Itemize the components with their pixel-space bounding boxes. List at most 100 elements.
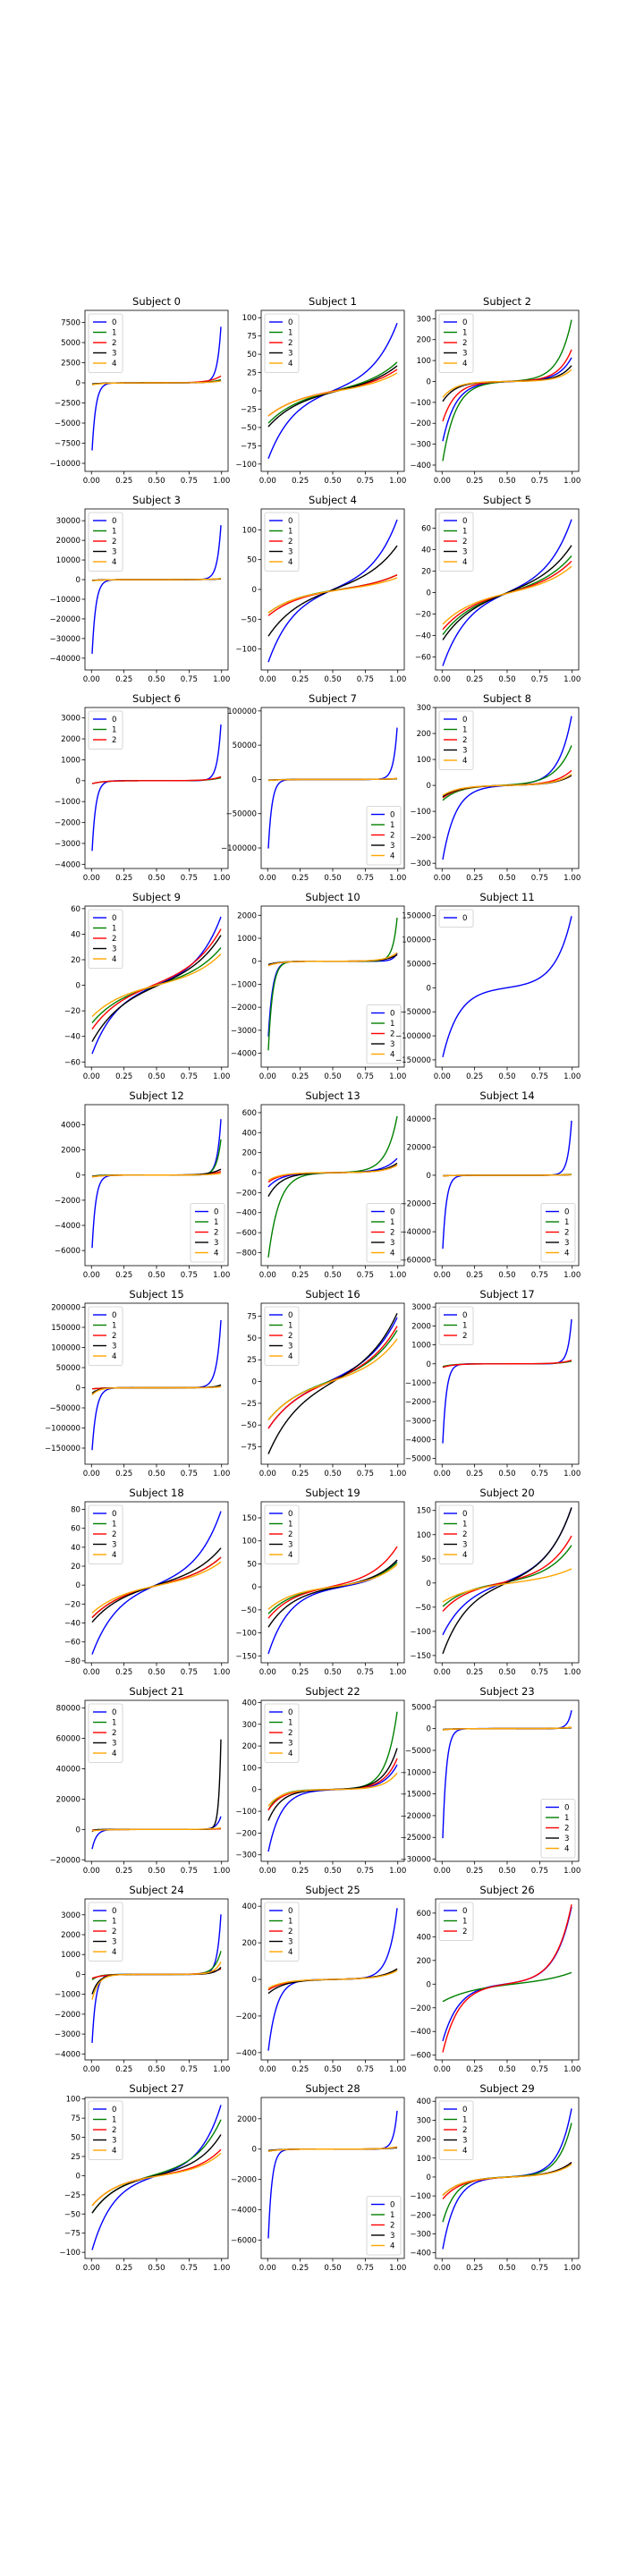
legend-label-1: 1 [112, 1918, 116, 1927]
y-tick-label: −60 [415, 654, 431, 663]
legend-label-4: 4 [462, 360, 467, 369]
subplot-12: Subject 12 0.00 0.25 0.50 0.75 1.00 −6000 −4000… [55, 1089, 230, 1280]
x-tick-label: 1.00 [389, 1072, 406, 1081]
legend-label-0: 0 [462, 517, 467, 526]
legend-label-1: 1 [462, 1521, 467, 1530]
y-tick-label: 2000 [61, 1931, 80, 1940]
x-tick-label: 0.50 [148, 1271, 165, 1280]
y-tick-label: 20 [71, 1563, 80, 1572]
series-group [442, 1318, 572, 1444]
legend: 0 12 34 [88, 313, 123, 373]
legend-label-4: 4 [112, 2147, 116, 2156]
y-tick-label: 0 [252, 775, 257, 784]
legend-box [190, 1203, 225, 1263]
y-tick-label: 0 [76, 576, 80, 585]
x-tick-label: 0.50 [498, 1271, 515, 1280]
legend-label-2: 2 [112, 339, 116, 348]
legend-label-2: 2 [112, 736, 116, 745]
y-tick-label: 150000 [51, 1324, 80, 1333]
legend-label-4: 4 [288, 1352, 292, 1361]
legend-label-1: 1 [112, 1719, 116, 1728]
y-tick-label: 0 [76, 1970, 80, 1979]
series-line-4 [442, 1174, 572, 1177]
y-tick-label: −100000 [221, 844, 257, 853]
y-tick-label: 0 [427, 1725, 431, 1734]
subplot-0: Subject 0 0.00 0.25 0.50 0.75 1.00 −10000 −7500… [49, 295, 230, 486]
y-tick-label: −50 [241, 1421, 257, 1430]
y-tick-label: 400 [417, 1933, 431, 1942]
series-line-3 [442, 2162, 572, 2196]
series-group [442, 1904, 572, 2053]
x-tick-label: 0.25 [292, 1867, 309, 1876]
y-tick-label: 150 [242, 1514, 257, 1523]
y-tick-label: −75 [241, 442, 257, 451]
y-tick-label: −4000 [55, 1222, 80, 1231]
x-tick-label: 0.50 [148, 874, 165, 883]
y-tick-label: 100 [417, 2155, 431, 2164]
subplot-9: Subject 9 0.00 0.25 0.50 0.75 1.00 −60 −40 −20 0 2… [64, 891, 230, 1081]
y-tick-label: 60000 [56, 1734, 80, 1743]
legend-label-3: 3 [390, 2232, 394, 2241]
subplot-title: Subject 11 [479, 891, 534, 903]
subplot-title: Subject 7 [309, 692, 357, 705]
y-tick-label: −25 [64, 2191, 80, 2200]
x-tick-label: 0.50 [324, 1470, 341, 1479]
legend-label-1: 1 [288, 1521, 292, 1530]
y-tick-label: 2000 [411, 1322, 431, 1331]
y-tick-label: 0 [252, 1378, 257, 1387]
subplot-title: Subject 17 [479, 1288, 534, 1301]
legend-label-4: 4 [112, 360, 116, 369]
legend-box [438, 512, 474, 572]
legend-label-4: 4 [564, 1250, 569, 1258]
y-tick-label: −200 [235, 2012, 257, 2021]
series-line-4 [91, 1827, 222, 1832]
y-tick-label: 10000 [56, 556, 80, 565]
series-group [267, 322, 398, 460]
y-tick-label: 2000 [61, 1147, 80, 1156]
series-group [442, 319, 572, 462]
x-tick-label: 0.00 [259, 2264, 276, 2273]
legend-label-0: 0 [288, 1708, 292, 1717]
x-tick-label: 0.00 [434, 1470, 451, 1479]
legend-box [366, 1004, 402, 1064]
y-tick-label: 3000 [411, 1303, 431, 1312]
y-tick-label: −25 [241, 405, 257, 414]
x-tick-label: 0.25 [466, 1072, 483, 1081]
series-group [267, 1546, 398, 1655]
x-tick-label: 0.25 [466, 2065, 483, 2074]
series-group [442, 519, 572, 666]
y-tick-label: 0 [252, 2146, 257, 2155]
x-tick-label: 1.00 [213, 675, 230, 684]
x-tick-label: 0.75 [357, 2065, 374, 2074]
y-tick-label: −100 [410, 399, 431, 408]
y-tick-label: 60 [421, 525, 431, 534]
legend-label-0: 0 [112, 1510, 116, 1519]
y-tick-label: −3000 [55, 2030, 80, 2039]
legend-label-4: 4 [112, 558, 116, 567]
x-tick-label: 0.75 [357, 1867, 374, 1876]
x-tick-label: 1.00 [564, 1867, 580, 1876]
legend-label-1: 1 [112, 2116, 116, 2125]
series-line-2 [91, 1556, 222, 1618]
x-tick-label: 0.00 [83, 2065, 100, 2074]
legend-label-2: 2 [462, 1530, 467, 1539]
legend-label-1: 1 [112, 1322, 116, 1331]
subplot-24: Subject 24 0.00 0.25 0.50 0.75 1.00 −4000 −3000… [55, 1884, 230, 2074]
y-tick-label: 5000 [61, 339, 80, 348]
x-tick-label: 0.00 [83, 675, 100, 684]
y-tick-label: −600 [235, 1229, 257, 1238]
series-line-1 [442, 1971, 572, 2003]
y-tick-label: 100 [242, 526, 257, 535]
x-tick-label: 1.00 [564, 675, 580, 684]
y-tick-label: −20000 [400, 1812, 431, 1821]
subplot-17: Subject 17 0.00 0.25 0.50 0.75 1.00 −5000 −4000… [405, 1288, 580, 1479]
legend-label-4: 4 [462, 558, 467, 567]
x-tick-label: 0.50 [498, 675, 515, 684]
y-tick-label: 50 [247, 1560, 257, 1569]
legend-label-4: 4 [112, 1750, 116, 1758]
x-tick-label: 0.50 [148, 675, 165, 684]
y-tick-label: −50 [241, 615, 257, 624]
x-tick-label: 0.00 [434, 1867, 451, 1876]
y-tick-label: −100000 [395, 1032, 431, 1041]
